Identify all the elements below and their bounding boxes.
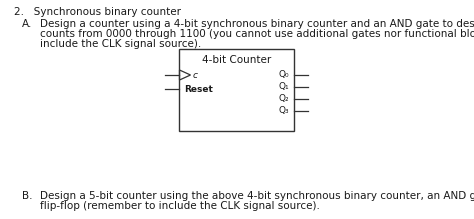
Text: counts from 0000 through 1100 (you cannot use additional gates nor functional bl: counts from 0000 through 1100 (you canno… (40, 29, 474, 39)
Text: A.: A. (22, 19, 32, 29)
Text: flip-flop (remember to include the CLK signal source).: flip-flop (remember to include the CLK s… (40, 201, 320, 211)
Text: Design a counter using a 4-bit synchronous binary counter and an AND gate to des: Design a counter using a 4-bit synchrono… (40, 19, 474, 29)
Text: Q₀: Q₀ (279, 71, 290, 79)
Text: Q₁: Q₁ (279, 83, 290, 92)
Text: B.: B. (22, 191, 33, 201)
Bar (180, 49, 294, 131)
Text: include the CLK signal source).: include the CLK signal source). (40, 39, 201, 49)
Text: Q₃: Q₃ (279, 106, 290, 115)
Text: 2.   Synchronous binary counter: 2. Synchronous binary counter (14, 7, 181, 17)
Text: Reset: Reset (184, 85, 213, 94)
Text: c: c (192, 71, 198, 79)
Text: Design a 5-bit counter using the above 4-bit synchronous binary counter, an AND : Design a 5-bit counter using the above 4… (40, 191, 474, 201)
Text: Q₂: Q₂ (279, 95, 290, 104)
Text: 4-bit Counter: 4-bit Counter (202, 55, 272, 65)
